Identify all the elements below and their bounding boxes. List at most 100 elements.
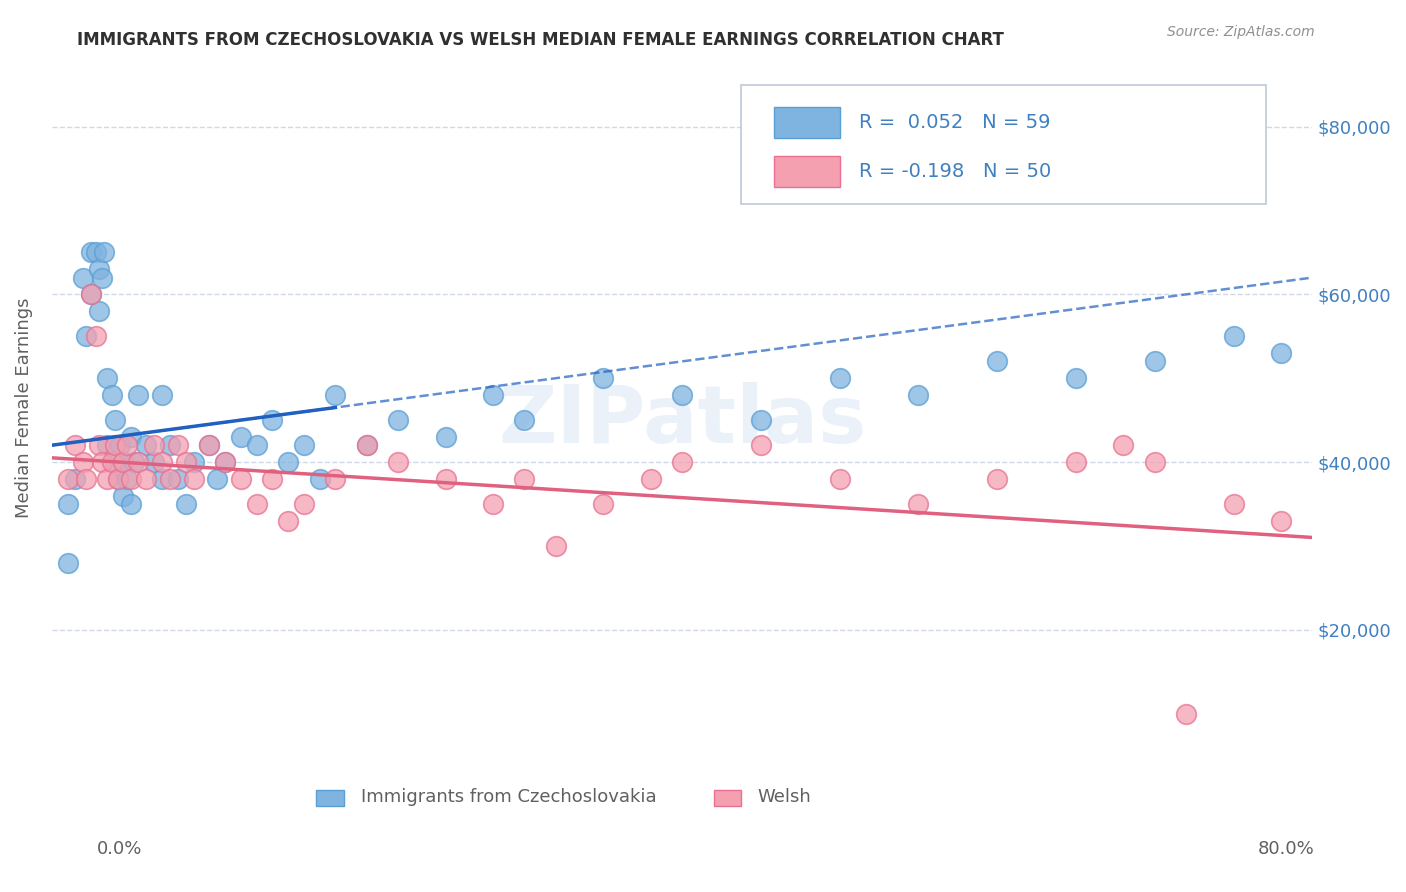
Point — [198, 438, 221, 452]
Point — [205, 472, 228, 486]
Point — [434, 430, 457, 444]
Point — [91, 455, 114, 469]
Point — [183, 455, 205, 469]
Point — [150, 472, 173, 486]
Point — [907, 497, 929, 511]
Point — [387, 413, 409, 427]
Point — [100, 455, 122, 469]
Point — [166, 438, 188, 452]
Point — [1270, 346, 1292, 360]
Point — [150, 388, 173, 402]
Point — [117, 438, 139, 452]
Text: Source: ZipAtlas.com: Source: ZipAtlas.com — [1167, 25, 1315, 39]
Text: Welsh: Welsh — [758, 789, 811, 806]
FancyBboxPatch shape — [714, 790, 741, 805]
Point — [198, 438, 221, 452]
Point — [65, 438, 87, 452]
FancyBboxPatch shape — [316, 790, 344, 805]
Point — [75, 329, 97, 343]
Point — [120, 472, 142, 486]
Point — [907, 388, 929, 402]
Point — [325, 388, 347, 402]
Point — [1222, 497, 1244, 511]
Point — [80, 245, 103, 260]
Point — [87, 304, 110, 318]
Point — [122, 455, 145, 469]
Point — [262, 472, 284, 486]
Point — [986, 354, 1008, 368]
Point — [671, 455, 693, 469]
Point — [387, 455, 409, 469]
Point — [749, 438, 772, 452]
Point — [229, 430, 252, 444]
Point — [108, 438, 131, 452]
Point — [91, 270, 114, 285]
Point — [1175, 706, 1198, 721]
Point — [828, 371, 851, 385]
Point — [1143, 455, 1166, 469]
Point — [513, 472, 536, 486]
Point — [127, 455, 149, 469]
Point — [277, 514, 299, 528]
FancyBboxPatch shape — [741, 86, 1265, 204]
Point — [120, 430, 142, 444]
Point — [246, 438, 269, 452]
Point — [749, 413, 772, 427]
Point — [592, 497, 614, 511]
Point — [292, 497, 315, 511]
Point — [56, 472, 79, 486]
Point — [308, 472, 330, 486]
Point — [87, 438, 110, 452]
Point — [174, 497, 197, 511]
Point — [84, 245, 107, 260]
Point — [592, 371, 614, 385]
Point — [1222, 329, 1244, 343]
Text: 80.0%: 80.0% — [1258, 840, 1315, 858]
Point — [986, 472, 1008, 486]
Point — [72, 270, 94, 285]
Text: ZIPatlas: ZIPatlas — [498, 383, 866, 460]
Point — [671, 388, 693, 402]
Point — [80, 287, 103, 301]
Point — [183, 472, 205, 486]
Point — [482, 497, 505, 511]
Point — [1270, 514, 1292, 528]
Point — [96, 438, 118, 452]
Point — [135, 438, 157, 452]
Point — [544, 539, 567, 553]
Point — [159, 438, 181, 452]
Point — [87, 262, 110, 277]
Point — [65, 472, 87, 486]
Point — [56, 556, 79, 570]
Text: 0.0%: 0.0% — [97, 840, 142, 858]
Y-axis label: Median Female Earnings: Median Female Earnings — [15, 297, 32, 517]
Point — [1112, 438, 1135, 452]
Point — [174, 455, 197, 469]
Text: R = -0.198   N = 50: R = -0.198 N = 50 — [859, 162, 1050, 181]
Point — [1064, 455, 1087, 469]
Point — [214, 455, 236, 469]
Point — [111, 455, 134, 469]
Point — [143, 438, 166, 452]
Point — [93, 245, 115, 260]
Point — [111, 455, 134, 469]
Point — [56, 497, 79, 511]
Point — [100, 388, 122, 402]
Point — [72, 455, 94, 469]
Point — [84, 329, 107, 343]
Point — [111, 489, 134, 503]
Point — [640, 472, 662, 486]
Point — [356, 438, 378, 452]
Point — [513, 413, 536, 427]
Point — [143, 455, 166, 469]
Point — [482, 388, 505, 402]
Point — [246, 497, 269, 511]
Point — [96, 472, 118, 486]
Point — [1143, 354, 1166, 368]
Point — [1064, 371, 1087, 385]
Text: Immigrants from Czechoslovakia: Immigrants from Czechoslovakia — [360, 789, 657, 806]
Point — [104, 455, 127, 469]
Point — [107, 472, 129, 486]
Point — [107, 472, 129, 486]
Point — [96, 371, 118, 385]
